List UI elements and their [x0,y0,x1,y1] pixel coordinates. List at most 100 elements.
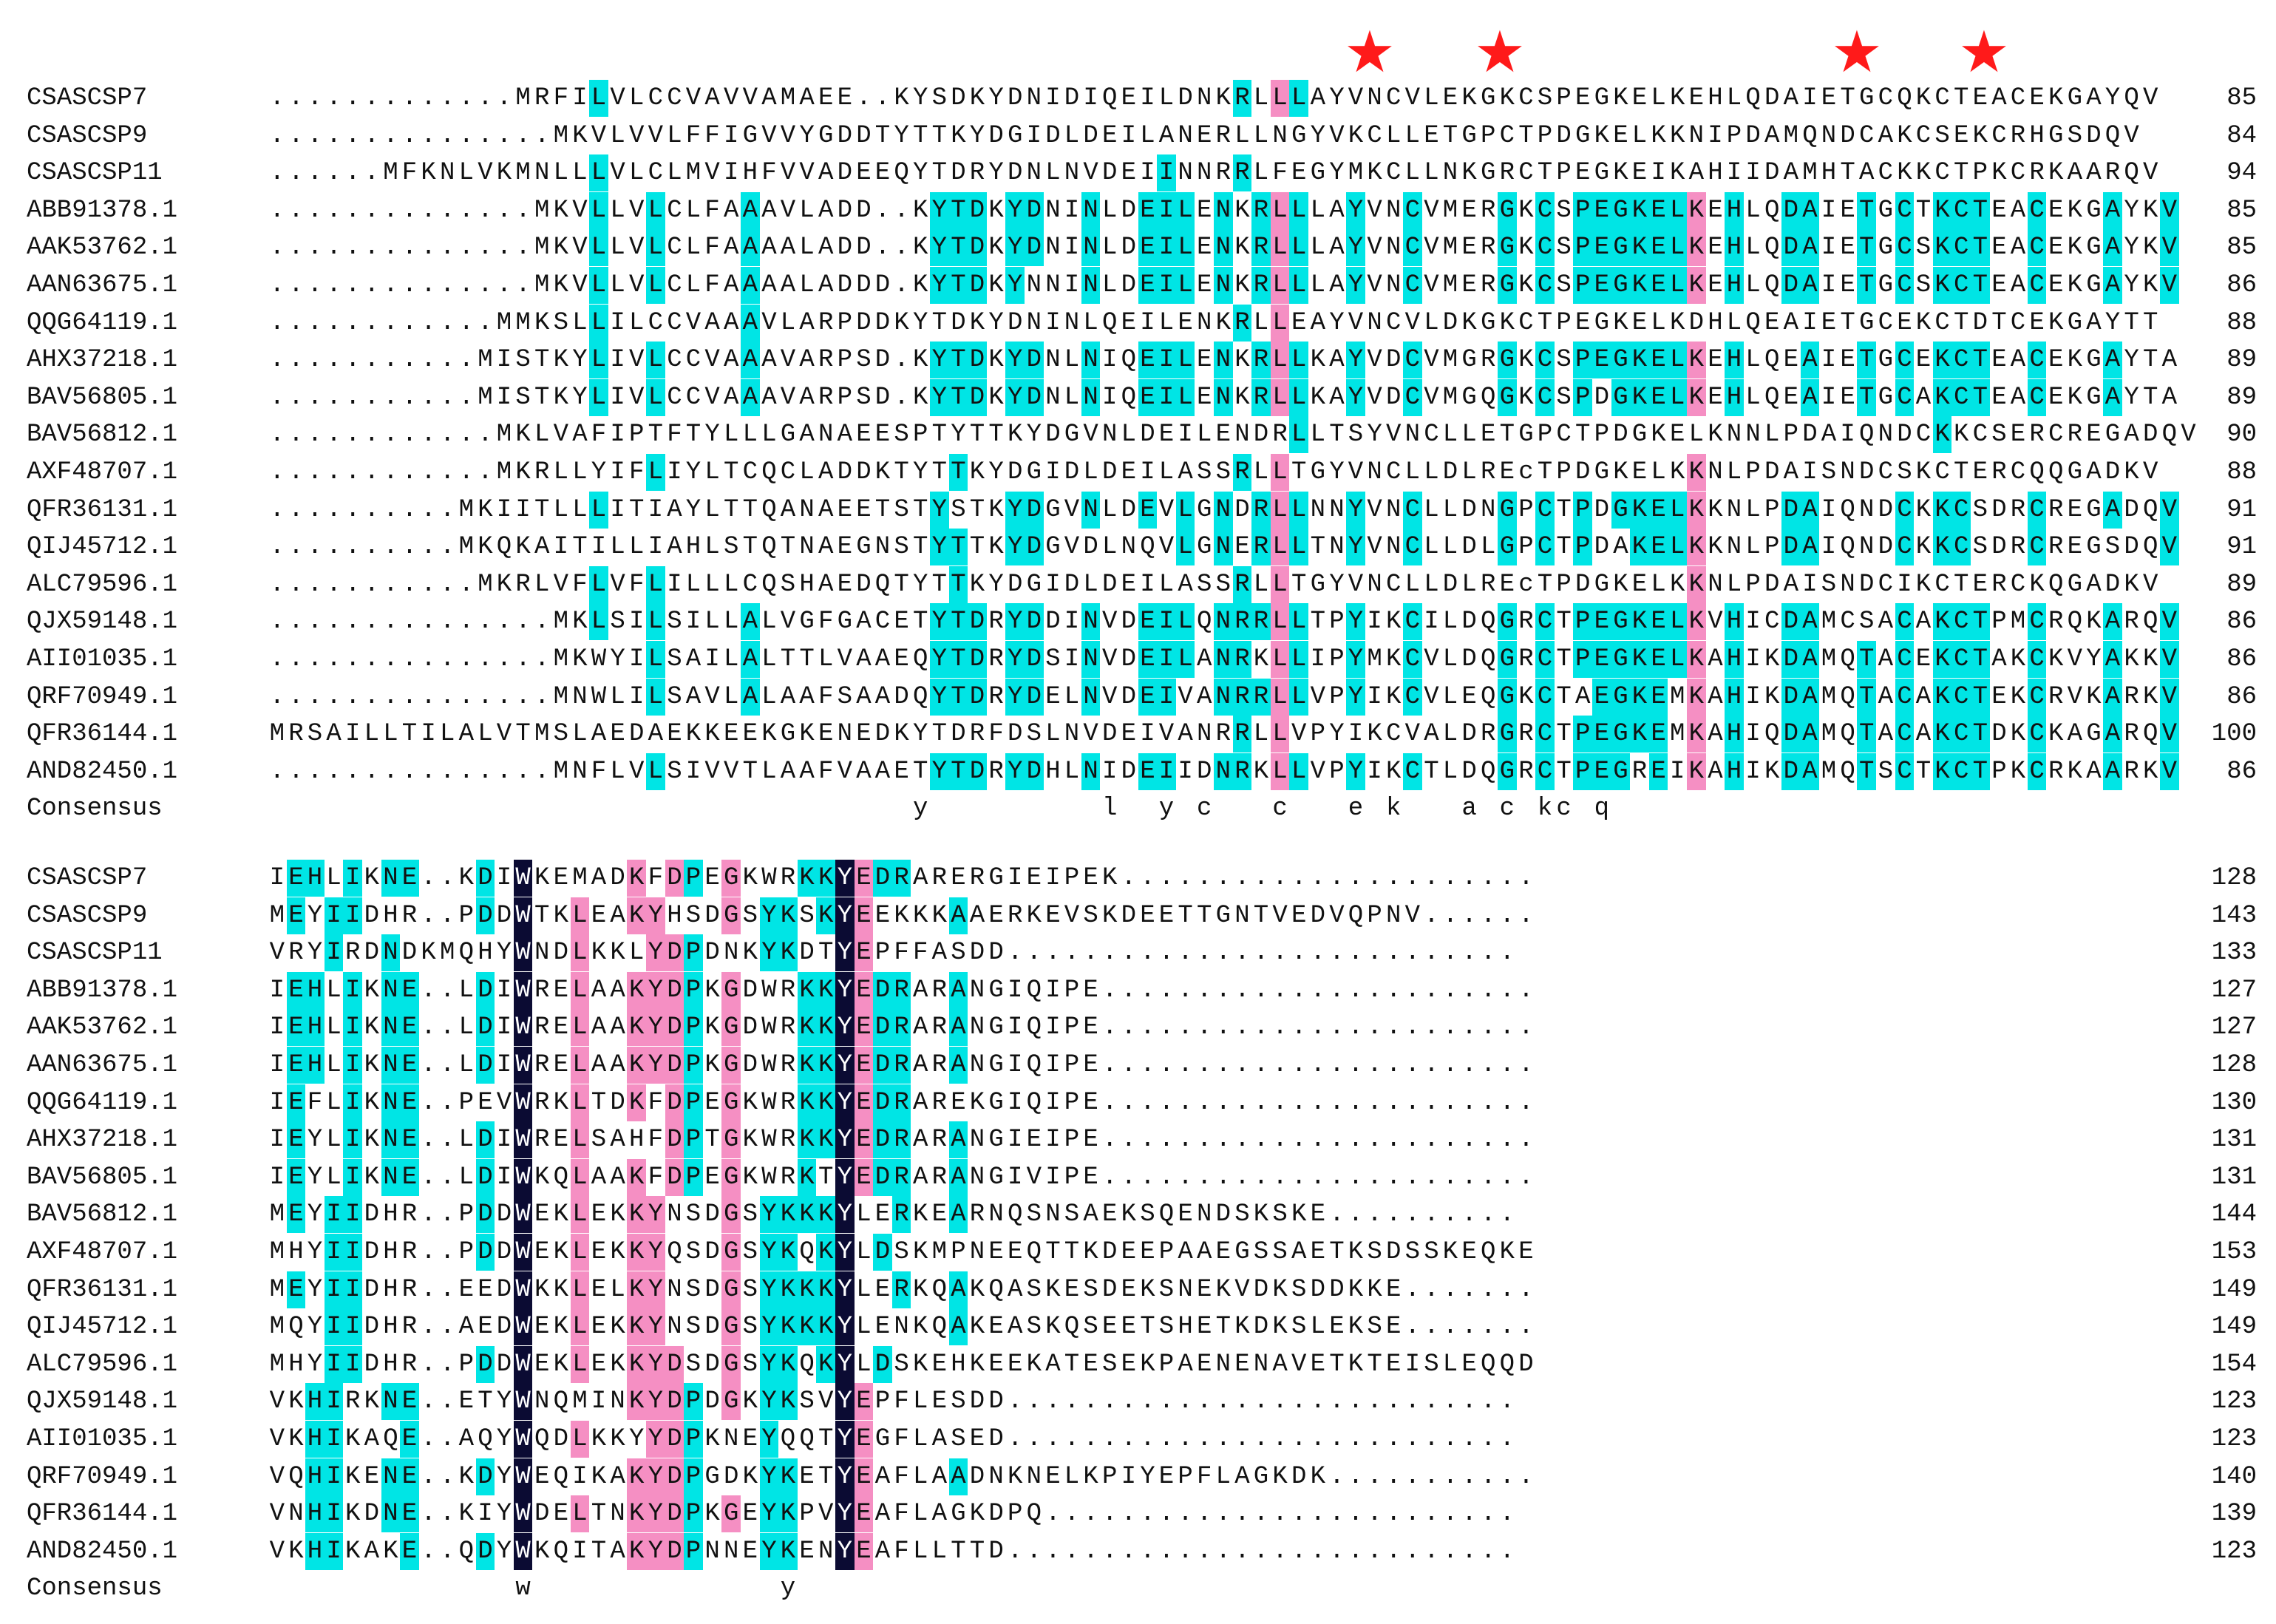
residue: T [1518,121,1534,150]
residue: k [1385,795,1402,823]
residue: K [1234,271,1250,299]
residue: L [685,271,702,299]
residue: T [1857,191,1876,229]
residue: K [1121,1200,1136,1229]
residue: T [1556,495,1572,524]
residue: K [2086,682,2102,711]
residue: Y [930,641,949,678]
residue: . [478,196,493,225]
residue: D [704,1350,720,1379]
residue: N [288,1500,304,1529]
residue: I [343,1158,362,1196]
residue-end-position: 89 [2226,570,2257,599]
residue: T [534,495,550,524]
residue: I [269,976,285,1005]
residue: R [1232,716,1252,753]
residue: C [1518,84,1534,112]
residue: C [1895,342,1915,379]
residue: D [988,1425,1004,1453]
residue: C [742,458,758,486]
residue: I [344,720,361,749]
residue: A [364,1537,379,1566]
residue: N [1708,570,1723,599]
residue: Y [628,1425,645,1453]
residue: D [553,1425,568,1453]
residue: W [761,1126,777,1155]
residue: N [1329,533,1345,562]
residue: I [667,458,682,486]
residue: E [1045,1462,1061,1491]
residue: C [667,346,682,375]
residue: K [1897,121,1912,150]
residue: V [1424,383,1439,412]
residue: S [1821,458,1837,486]
residue: E [1385,1313,1402,1342]
residue: A [534,533,550,562]
residue: D [496,901,512,930]
residue: T [1971,603,1990,641]
residue: . [439,271,455,299]
residue: N [610,1500,625,1529]
residue: K [1215,1275,1231,1304]
residue: D [1101,159,1118,188]
residue: A [610,1126,625,1155]
residue: . [1291,1537,1307,1566]
residue: I [723,159,739,188]
residue: A [364,1425,379,1453]
residue: C [1403,491,1422,529]
residue: D [1688,308,1704,337]
residue: R [1518,608,1534,636]
residue: . [1385,864,1402,892]
residue: . [364,570,379,599]
residue: L [1424,570,1439,599]
residue: S [1991,421,2007,449]
residue: D [496,1200,512,1229]
residue: G [1498,267,1517,304]
residue: A [799,682,815,711]
residue: V [269,1425,285,1453]
residue: N [1081,229,1101,267]
residue: R [1251,229,1271,267]
residue: S [1158,1313,1175,1342]
residue: L [1668,267,1687,304]
residue: Y [912,308,928,337]
residue: L [646,191,665,229]
residue: . [1367,1387,1382,1416]
residue: . [307,196,323,225]
sequence-name: QFR36144.1 [27,720,178,749]
residue-end-position: 89 [2226,383,2257,412]
residue: E [1592,229,1611,267]
residue: K [816,1121,835,1159]
residue: P [684,1458,703,1495]
residue: L [1442,421,1458,449]
residue: W [513,860,533,897]
residue: . [401,533,418,562]
residue: M [553,608,568,636]
residue: K [1310,1462,1325,1491]
residue: K [1461,84,1477,112]
residue: D [704,1387,720,1416]
residue: . [288,570,304,599]
residue: . [1329,939,1345,968]
residue: L [1651,308,1666,337]
residue: K [2142,757,2158,786]
residue: . [1178,1013,1193,1042]
residue: I [1726,159,1742,188]
residue: . [1367,864,1382,892]
residue: . [307,346,323,375]
residue: N [1726,421,1742,449]
residue: Y [496,1500,512,1529]
residue: E [1764,308,1780,337]
residue: L [610,121,625,150]
residue: L [742,421,758,449]
residue: D [665,1383,685,1421]
residue: Q [2142,608,2158,636]
sequence-row: QJX59148.1............... M K L S I L S I L L A L V G F… [0,603,2276,641]
residue: A [761,234,777,262]
residue: R [988,682,1004,711]
residue: S [856,346,872,375]
residue: . [1404,1313,1420,1342]
residue: V [2160,529,2179,566]
residue: I [1101,757,1118,786]
residue: . [1424,1013,1439,1042]
